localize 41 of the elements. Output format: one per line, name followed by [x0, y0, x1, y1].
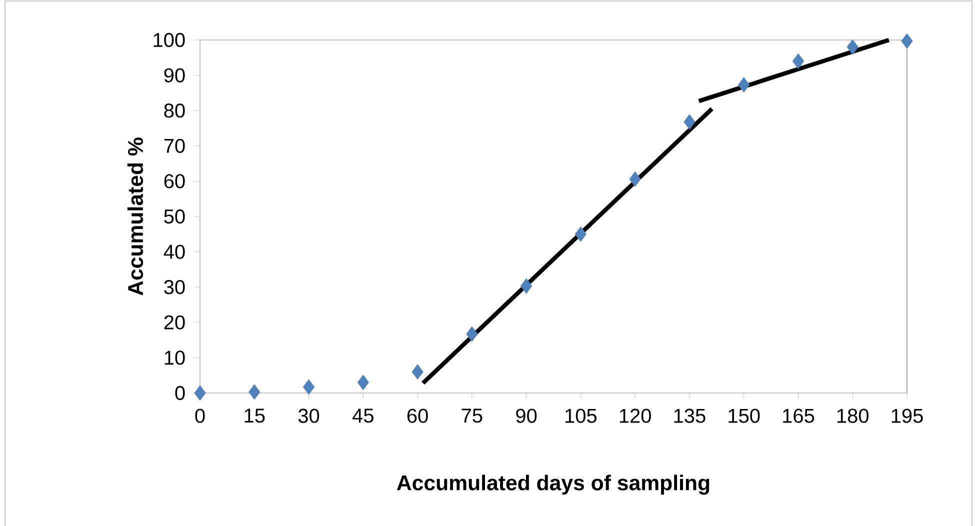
x-tick-label: 45 — [352, 408, 374, 423]
x-tick-label: 90 — [516, 408, 537, 423]
point — [684, 114, 696, 130]
point — [466, 326, 478, 342]
y-tick-label: 30 — [164, 280, 185, 294]
point — [629, 171, 641, 187]
x-tick-label: 195 — [892, 408, 923, 423]
x-tick-label: 60 — [407, 408, 428, 423]
x-tick-label: 135 — [674, 408, 706, 423]
point — [792, 54, 804, 69]
x-tick-label: 180 — [837, 408, 869, 423]
point — [412, 364, 424, 380]
x-tick-label: 30 — [298, 408, 320, 423]
point — [901, 33, 913, 49]
y-tick-label: 60 — [164, 174, 185, 188]
x-tick-label: 150 — [728, 408, 760, 423]
x-tick-label: 120 — [620, 408, 651, 423]
y-tick-label: 0 — [175, 386, 185, 400]
y-tick-label: 90 — [164, 68, 185, 82]
point — [574, 226, 586, 242]
point — [194, 385, 206, 401]
y-tick-label: 40 — [164, 244, 185, 259]
y-tick-label: 70 — [164, 138, 185, 153]
point — [303, 379, 315, 395]
x-tick-label: 165 — [783, 408, 814, 423]
y-tick-label: 100 — [154, 32, 185, 48]
point — [738, 77, 750, 92]
point — [520, 278, 532, 294]
y-tick-label: 50 — [164, 209, 185, 224]
point — [248, 384, 260, 400]
y-tick-label: 20 — [164, 315, 185, 330]
x-tick-label: 105 — [566, 408, 597, 423]
y-tick-label: 10 — [164, 350, 185, 365]
point — [846, 39, 858, 55]
x-tick-label: 0 — [195, 408, 205, 423]
x-axis-title: Accumulated days of sampling — [396, 474, 710, 495]
x-tick-label: 15 — [244, 408, 265, 423]
y-axis-title: Accumulated % — [127, 138, 144, 296]
x-tick-label: 75 — [462, 408, 482, 423]
point — [357, 374, 369, 390]
y-tick-label: 80 — [164, 104, 185, 118]
